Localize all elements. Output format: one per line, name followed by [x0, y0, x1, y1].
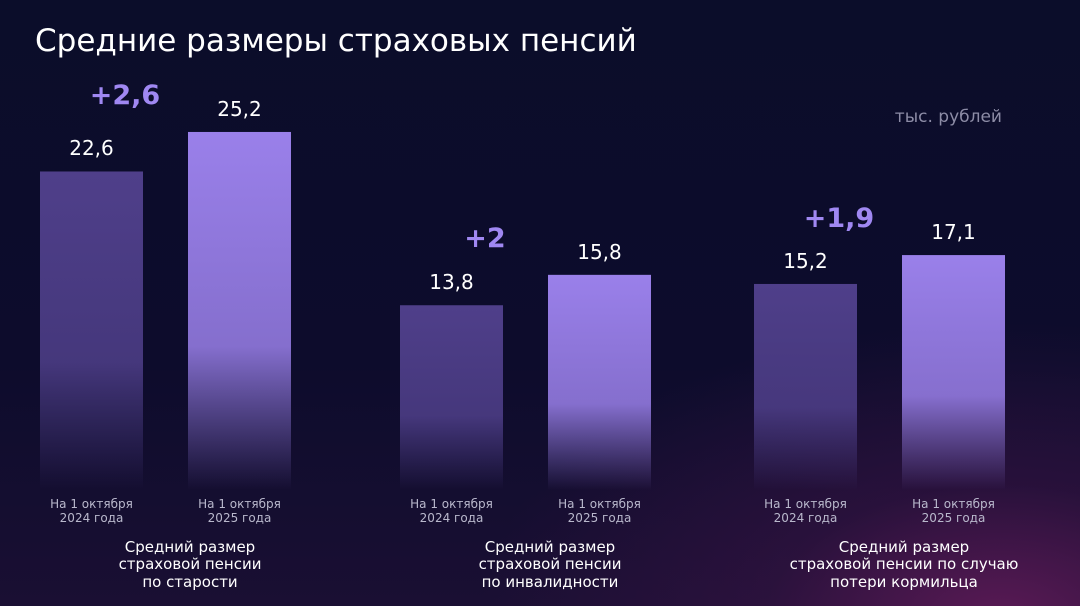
series-label: На 1 октября 2024 года	[410, 497, 493, 525]
category-label: Средний размер страховой пенсии по инвал…	[478, 538, 622, 591]
bar	[548, 274, 651, 490]
change-label: +2	[464, 222, 506, 254]
value-label: 15,2	[783, 248, 828, 273]
bar	[754, 283, 857, 490]
change-label: +1,9	[803, 203, 875, 235]
category-label: Средний размер страховой пенсии по случа…	[789, 538, 1019, 591]
chart-title: Средние размеры страховых пенсий	[35, 23, 637, 59]
category-label: Средний размер страховой пенсии по старо…	[118, 538, 262, 591]
series-label: На 1 октября 2025 года	[198, 497, 281, 525]
bar	[188, 131, 291, 490]
value-label: 13,8	[429, 270, 474, 295]
value-label: 25,2	[217, 96, 262, 121]
series-label: На 1 октября 2025 года	[912, 497, 995, 525]
bar	[40, 171, 143, 491]
value-label: 15,8	[577, 239, 622, 264]
value-label: 17,1	[931, 220, 976, 245]
series-label: На 1 октября 2024 года	[764, 497, 847, 525]
unit-label: тыс. рублей	[894, 107, 1002, 127]
series-label: На 1 октября 2024 года	[50, 497, 133, 525]
series-label: На 1 октября 2025 года	[558, 497, 641, 525]
value-label: 22,6	[69, 136, 114, 161]
change-label: +2,6	[89, 79, 161, 111]
bar	[400, 305, 503, 490]
bar	[902, 255, 1005, 490]
